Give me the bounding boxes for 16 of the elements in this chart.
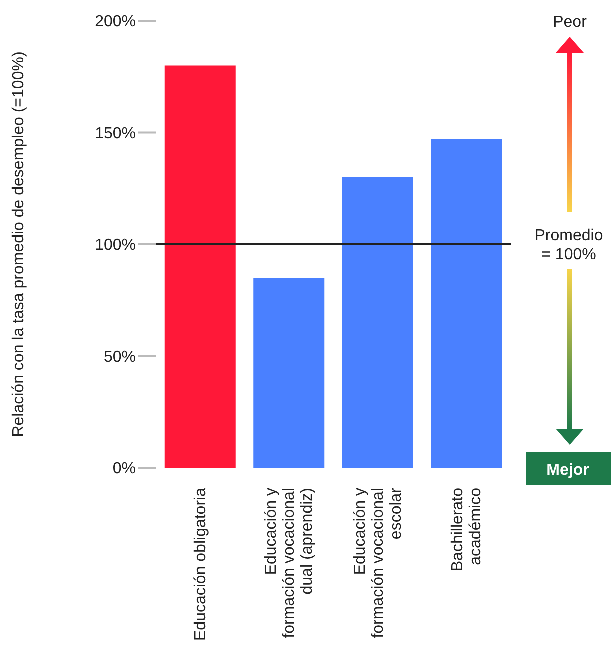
bar xyxy=(254,278,325,468)
bar xyxy=(342,177,414,468)
bar xyxy=(164,66,236,468)
y-tick-label: 0% xyxy=(112,460,136,478)
x-tick-label: Educación y formación vocacional escolar xyxy=(352,487,405,638)
x-tick-label: Educación obligatoria xyxy=(192,488,210,641)
ref-line-label: Promedio = 100% xyxy=(534,228,604,264)
y-tick-label: 200% xyxy=(95,14,136,31)
y-tick-label: 150% xyxy=(95,125,136,142)
x-tick-label: Educación y formación vocacional dual (aprendiz) xyxy=(263,488,316,638)
text: Peor xyxy=(553,14,588,31)
bar xyxy=(431,139,502,468)
text: Mejor xyxy=(546,462,590,479)
y-tick-label: 100% xyxy=(95,237,136,254)
y-axis-title: Relación con la tasa promedio de desempleo (=100%) xyxy=(10,52,28,438)
y-tick-label: 50% xyxy=(104,348,136,366)
